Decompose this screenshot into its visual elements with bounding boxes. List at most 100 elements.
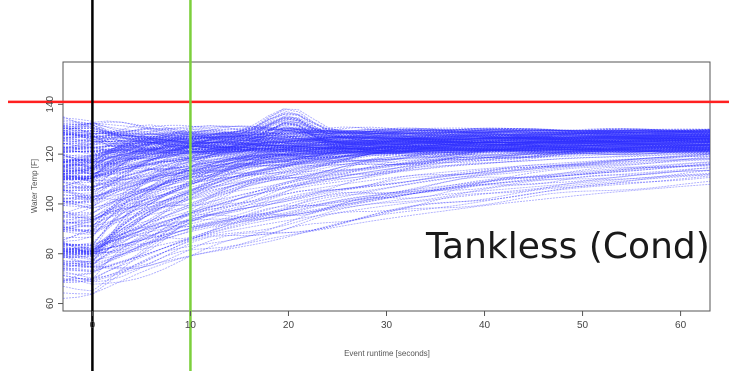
series-line [62, 144, 711, 195]
y-tick-label: 60 [45, 298, 56, 310]
series-line [62, 131, 711, 170]
series-line [63, 148, 710, 191]
series-line [62, 148, 711, 282]
series-line [62, 136, 711, 208]
series-line [62, 130, 711, 168]
series-line [62, 145, 711, 167]
series-line [62, 138, 711, 153]
series-line [62, 144, 711, 255]
series-line [62, 155, 711, 246]
series-line [62, 129, 710, 161]
series-line [62, 146, 711, 222]
series-line [62, 127, 711, 175]
series-line [62, 130, 711, 155]
series-line [62, 169, 711, 269]
series-line [62, 137, 711, 163]
series-line [62, 140, 711, 155]
series-line [62, 158, 711, 250]
series-line [62, 117, 710, 180]
series-line [62, 114, 711, 142]
series-line [62, 139, 711, 181]
series-line [62, 141, 710, 172]
series-line [62, 116, 711, 143]
series-line [62, 167, 711, 270]
x-tick-label: 30 [381, 320, 393, 331]
series-line [62, 138, 711, 175]
series-line [62, 121, 711, 134]
series-line [62, 122, 711, 157]
series-line [62, 139, 711, 161]
series-line [62, 137, 711, 189]
series-line [62, 147, 711, 250]
series-line [62, 118, 710, 141]
series-line [62, 125, 711, 145]
x-tick-label: 10 [185, 320, 197, 331]
series-line [62, 136, 710, 180]
series-line [62, 151, 711, 231]
series-line [62, 127, 711, 147]
series-line [62, 135, 711, 182]
series-line [62, 140, 711, 218]
series-line [62, 164, 711, 272]
series-line [62, 149, 710, 239]
series-line [62, 130, 711, 243]
series-group [62, 108, 711, 299]
series-line [62, 180, 711, 270]
series-line [62, 143, 711, 206]
series-line [62, 142, 711, 175]
series-line [62, 149, 711, 247]
series-line [62, 124, 710, 147]
series-line [62, 147, 710, 180]
series-line [62, 153, 711, 253]
series-line [62, 108, 711, 140]
y-tick-label: 120 [45, 145, 56, 162]
series-line [62, 141, 711, 246]
series-line [62, 147, 711, 224]
series-line [62, 145, 710, 175]
series-line [62, 132, 711, 169]
x-axis: 0 10 20 30 40 50 60 [90, 311, 687, 331]
series-line [62, 124, 711, 136]
y-axis: 60 80 100 120 140 [45, 96, 63, 310]
series-line [62, 153, 711, 280]
series-line [62, 129, 711, 203]
series-line [62, 153, 711, 250]
series-line [62, 149, 711, 204]
series-line [62, 138, 711, 191]
series-line [62, 172, 711, 253]
series-line [62, 137, 710, 189]
series-line [62, 129, 711, 145]
series-line [62, 135, 711, 163]
series-line [62, 150, 711, 180]
series-line [62, 139, 711, 221]
series-line [63, 124, 710, 148]
series-line [62, 133, 711, 179]
series-line [62, 157, 711, 255]
series-line [62, 130, 711, 150]
series-line [63, 126, 710, 150]
series-line [62, 153, 711, 281]
series-line [62, 147, 711, 265]
series-line [62, 167, 711, 264]
series-line [62, 138, 711, 163]
series-line [62, 141, 711, 185]
series-line [62, 134, 711, 181]
series-line [62, 132, 711, 252]
series-line [62, 159, 711, 269]
series-line [62, 123, 711, 151]
series-line [62, 123, 711, 149]
series-line [62, 129, 711, 164]
series-line [62, 130, 711, 175]
x-tick-label: 40 [479, 320, 491, 331]
series-line [62, 139, 711, 263]
series-line [62, 140, 711, 182]
series-line [62, 147, 711, 224]
series-line [62, 162, 711, 254]
series-line [62, 108, 711, 169]
series-line [62, 128, 711, 164]
series-line [62, 170, 711, 251]
y-tick-label: 80 [45, 248, 56, 260]
reference-lines [8, 0, 729, 371]
series-line [62, 124, 711, 156]
